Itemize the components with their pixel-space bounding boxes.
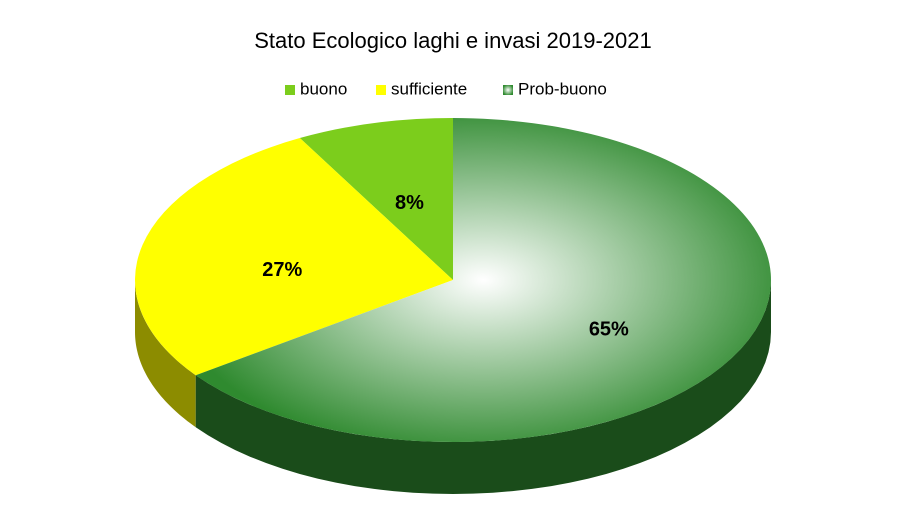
legend-marker — [376, 85, 386, 95]
chart-title: Stato Ecologico laghi e invasi 2019-2021 — [254, 28, 652, 53]
value-label: 8% — [395, 192, 424, 214]
value-labels: 8% 27% 65% — [262, 192, 629, 341]
legend-marker — [285, 85, 295, 95]
legend-label: Prob-buono — [518, 79, 607, 98]
pie-slice — [195, 117, 771, 442]
value-label: 27% — [262, 259, 302, 281]
slice-side — [195, 280, 771, 494]
legend: buono sufficiente Prob-buono — [285, 79, 607, 98]
pie-tops — [134, 117, 771, 442]
value-label: 65% — [589, 319, 629, 341]
pie-slice — [299, 118, 453, 280]
pie-sides — [135, 280, 771, 494]
legend-label: sufficiente — [391, 79, 467, 98]
slice-side — [135, 280, 196, 428]
legend-marker — [503, 85, 513, 95]
pie-slice — [134, 138, 453, 376]
legend-label: buono — [300, 79, 347, 98]
